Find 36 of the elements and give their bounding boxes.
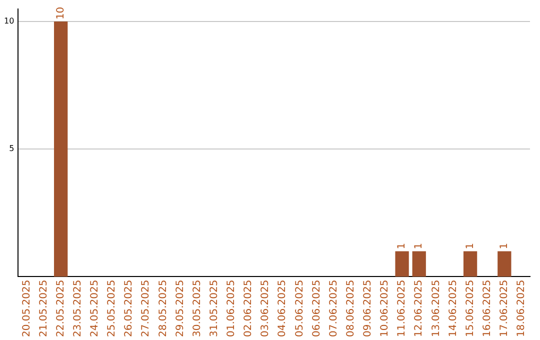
x-tick-label: 18.06.2025	[516, 280, 528, 338]
x-tick-label: 17.06.2025	[499, 280, 510, 338]
x-tick-label: 31.05.2025	[208, 280, 220, 338]
x-tick-label: 05.06.2025	[294, 280, 306, 338]
x-tick-label: 16.06.2025	[482, 280, 493, 338]
x-tick-label: 24.05.2025	[90, 280, 101, 338]
x-tick-label: 27.05.2025	[140, 280, 152, 338]
x-tick-label: 29.05.2025	[174, 280, 186, 338]
data-label: 1	[499, 242, 510, 250]
x-tick-label: 09.06.2025	[362, 280, 374, 338]
x-tick-label: 22.05.2025	[55, 280, 66, 338]
x-tick-label: 11.06.2025	[396, 280, 408, 338]
x-tick-label: 28.05.2025	[158, 280, 169, 338]
x-tick-label: 14.06.2025	[448, 280, 459, 338]
x-tick-label: 07.06.2025	[328, 280, 340, 338]
x-tick-label: 26.05.2025	[124, 280, 135, 338]
x-tick-label: 12.06.2025	[414, 280, 425, 338]
x-tick-label: 08.06.2025	[345, 280, 356, 338]
data-label: 10	[55, 6, 66, 20]
x-tick-label: 01.06.2025	[226, 280, 238, 338]
x-tick-label: 30.05.2025	[192, 280, 203, 338]
data-label: 1	[464, 242, 476, 250]
x-tick-label: 02.06.2025	[243, 280, 254, 338]
x-tick-label: 21.05.2025	[38, 280, 50, 338]
x-tick-label: 13.06.2025	[430, 280, 442, 338]
x-tick-label: 10.06.2025	[380, 280, 391, 338]
x-tick-label: 23.05.2025	[72, 280, 84, 338]
x-tick-label: 20.05.2025	[21, 280, 32, 338]
x-tick-label: 25.05.2025	[106, 280, 118, 338]
x-tick-label: 04.06.2025	[277, 280, 288, 338]
x-tick-label: 03.06.2025	[260, 280, 272, 338]
data-label: 1	[396, 242, 408, 250]
y-tick-label: 5	[9, 144, 14, 154]
data-label: 1	[414, 242, 425, 250]
x-tick-label: 06.06.2025	[311, 280, 322, 338]
x-tick-label: 15.06.2025	[464, 280, 476, 338]
